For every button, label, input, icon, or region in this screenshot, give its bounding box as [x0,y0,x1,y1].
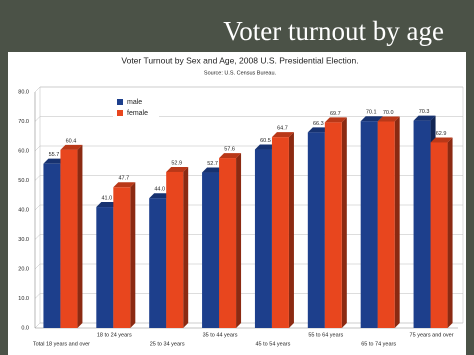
chart-subtitle: Source: U.S. Census Bureau. [204,70,277,76]
bar-side [236,153,242,328]
bar-top [60,144,83,150]
bar [360,121,378,328]
bar-side [394,116,400,328]
bar [430,142,448,328]
legend-label: female [127,110,148,117]
x-tick-label: 45 to 54 years [256,341,291,347]
y-tick-label: 0.0 [21,325,29,331]
value-label: 69.7 [330,111,341,117]
bar-top [43,158,66,164]
value-label: 47.7 [118,176,129,182]
bar-top [307,127,330,133]
bar [96,207,114,328]
bar-side [77,144,83,328]
bar-top [149,193,172,199]
bar [254,149,272,328]
bar-side [447,137,453,328]
x-tick-label: 18 to 24 years [97,332,132,338]
legend-swatch [117,110,123,116]
bar [413,120,431,329]
bar-top [96,202,119,208]
value-label: 70.3 [419,109,430,115]
slide-title: Voter turnout by age [223,16,444,46]
bar [149,198,167,328]
value-label: 52.7 [207,161,218,167]
bar-top [324,117,347,123]
bar [166,171,184,328]
y-tick-label: 10.0 [18,296,29,302]
bar-side [130,182,136,328]
x-tick-label: 25 to 34 years [150,341,185,347]
value-label: 62.9 [436,131,447,137]
y-tick-label: 80.0 [18,89,29,95]
value-label: 70.1 [366,110,377,116]
x-tick-label: 75 years and over [410,332,454,338]
bar-side [288,132,294,328]
value-label: 66.3 [313,121,324,127]
value-label: 60.4 [66,138,77,144]
bar-top [113,182,136,188]
bar [113,187,131,328]
value-label: 55.7 [49,152,60,158]
bar [202,172,220,328]
y-tick-label: 30.0 [18,237,29,243]
bar-top [430,137,453,143]
y-tick-label: 40.0 [18,207,29,213]
bar [60,149,78,328]
bar-top [377,116,400,122]
bar [219,158,237,328]
value-label: 70.0 [383,110,394,116]
chart-title: Voter Turnout by Sex and Age, 2008 U.S. … [121,55,358,65]
x-tick-label: 35 to 44 years [203,332,238,338]
value-label: 41.0 [101,196,112,202]
bar [377,121,395,328]
bar [324,122,342,328]
value-label: 44.0 [154,187,165,193]
legend-label: male [127,99,142,106]
bar-side [183,166,189,328]
value-label: 52.9 [171,160,182,166]
bar-top [360,116,383,122]
grid-line [34,86,463,93]
bar-side [341,117,347,328]
bar-top [254,144,277,150]
y-tick-label: 60.0 [18,148,29,154]
y-tick-label: 50.0 [18,178,29,184]
grid-line [34,116,463,122]
bar [271,137,289,328]
value-label: 60.5 [260,138,271,144]
value-label: 64.7 [277,126,288,132]
x-tick-label: 55 to 64 years [308,332,343,338]
bar-top [413,115,436,121]
bar-top [166,166,189,172]
bar-top [271,132,294,138]
bar [307,132,325,328]
x-tick-label: Total 18 years and over [33,341,90,347]
bar-top [202,167,225,173]
value-label: 57.6 [224,147,235,153]
bar [43,163,61,328]
x-tick-label: 65 to 74 years [361,341,396,347]
y-tick-label: 70.0 [18,119,29,125]
legend-swatch [117,99,123,105]
y-tick-label: 20.0 [18,266,29,272]
bar-top [219,153,242,159]
